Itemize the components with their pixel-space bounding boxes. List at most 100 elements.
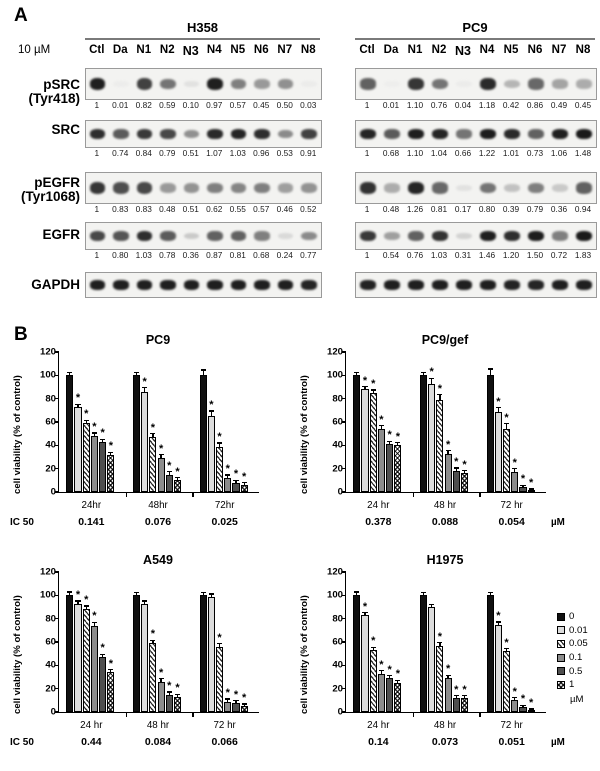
significance-star: *: [520, 473, 526, 486]
blot-band: [576, 79, 592, 89]
blot-band: [408, 231, 424, 241]
significance-star: *: [209, 399, 214, 411]
error-bar: [218, 644, 221, 647]
blot-band: [384, 81, 400, 87]
bar-24hr-1: [394, 445, 402, 492]
ic50-value-72hr: 0.054: [498, 516, 525, 528]
ic50-label: IC 50: [10, 517, 34, 528]
bar-72hr-1: [240, 485, 248, 492]
blot-band: [360, 230, 376, 242]
quantification-value: 0.84: [135, 148, 152, 158]
error-bar: [505, 424, 508, 429]
quantification-value: 0.55: [229, 204, 246, 214]
bar-24hr-0.01: [74, 603, 82, 712]
quantification-row-src-pc9: 1 0.68 1.10 1.04 0.66 1.22 1.01 0.73 1.06 1.48: [355, 148, 595, 158]
blot-band: [480, 128, 496, 140]
y-axis-label: cell viability (% of control): [299, 595, 310, 714]
error-bar: [110, 670, 112, 673]
blot-band: [183, 182, 200, 193]
lane-label-h358-n4: N4: [206, 44, 222, 56]
bar-24hr-0.1: [377, 429, 386, 492]
blot-image-gapdh-h358: [85, 272, 322, 298]
significance-star: *: [387, 663, 392, 676]
bar-48hr-1: [173, 696, 182, 712]
blot-row-label-src: SRC: [2, 123, 80, 137]
blot-band: [456, 81, 472, 87]
quantification-value: 1.07: [206, 148, 223, 158]
quantification-value: 0.62: [206, 204, 223, 214]
row-label-main: pSRC: [43, 77, 80, 92]
error-bar-cap: [216, 643, 223, 645]
bar-24hr-0.5: [99, 441, 107, 492]
bar-48hr-0.01: [428, 607, 436, 712]
error-bar: [235, 480, 237, 483]
ic50-value-48hr: 0.088: [431, 516, 459, 528]
blot-band: [113, 128, 129, 140]
error-bar-cap: [108, 451, 114, 453]
group-label-48hr: 48 hr: [433, 500, 457, 511]
legend-item-0-5: 0.5: [557, 664, 588, 678]
bar-24hr-0.5: [386, 444, 394, 492]
quantification-value: 1.01: [502, 148, 520, 158]
error-bar: [135, 373, 138, 376]
significance-star: *: [167, 459, 172, 472]
chart-h1975: H1975 cell viability (% of control) 0 20 40 6…: [0, 322, 600, 771]
error-bar-cap: [437, 641, 443, 644]
error-bar-cap: [67, 372, 73, 374]
group-separator: [125, 712, 128, 717]
error-bar-cap: [150, 639, 156, 641]
bar-48hr-0.1: [157, 681, 165, 712]
blot-band: [277, 129, 294, 139]
blot-image-src-pc9: [355, 120, 597, 148]
significance-star: *: [437, 630, 443, 643]
error-bar: [69, 592, 71, 596]
blot-row-label-pegfr: pEGFR (Tyr1068): [2, 176, 80, 204]
quantification-value: 0.76: [406, 250, 424, 260]
bar-72hr-1: [240, 706, 248, 712]
bar-24hr-0.5: [99, 657, 107, 712]
error-bar: [530, 709, 532, 711]
quantification-value: 1.22: [478, 148, 496, 158]
quantification-value: 1.04: [430, 148, 448, 158]
legend-label: 0.01: [569, 624, 588, 636]
quantification-row-egfr-h358: 1 0.80 1.03 0.78 0.36 0.87 0.81 0.68 0.24 0.77: [85, 250, 320, 260]
blot-band: [432, 182, 448, 194]
ic50-label: IC 50: [10, 737, 34, 748]
bar-48hr-0.5: [165, 474, 173, 492]
error-bar: [397, 443, 399, 446]
y-tick-label: 80: [45, 393, 56, 405]
blot-band: [301, 280, 317, 290]
chart-a549: A549 cell viability (% of control) 0 20 40 60…: [0, 322, 600, 771]
group-label-24hr: 24hr: [81, 500, 102, 511]
blot-band: [504, 128, 520, 140]
y-tick-mark: [55, 444, 59, 447]
y-tick-label: 60: [45, 416, 56, 428]
blot-image-pegfr-h358: [85, 172, 322, 204]
quantification-value: 0.76: [430, 100, 448, 110]
group-separator: [192, 492, 194, 497]
blot-band: [552, 79, 568, 89]
lane-label-h358-ctl: Ctl: [89, 44, 105, 56]
error-bar: [505, 649, 508, 652]
significance-star: *: [175, 465, 180, 478]
bar-48hr-1: [460, 698, 469, 712]
significance-star: *: [75, 589, 81, 602]
error-bar: [110, 452, 112, 455]
blot-band: [408, 280, 424, 290]
error-bar: [431, 605, 433, 607]
error-bar-cap: [387, 440, 393, 442]
y-tick-label: 40: [332, 439, 343, 451]
error-bar: [522, 485, 524, 488]
quantification-value: 0.68: [382, 148, 400, 158]
blot-band: [576, 182, 592, 194]
error-bar-cap: [512, 468, 518, 470]
error-bar: [364, 387, 366, 390]
quantification-row-egfr-pc9: 1 0.54 0.76 1.03 0.31 1.46 1.20 1.50 0.72 1.83: [355, 250, 595, 260]
blot-band: [384, 183, 400, 193]
y-tick-mark: [55, 711, 59, 713]
y-tick-mark: [342, 617, 346, 620]
row-label-sub: (Tyr418): [28, 90, 80, 106]
y-tick-label: 120: [326, 346, 343, 358]
significance-star: *: [217, 631, 222, 644]
blot-band: [230, 182, 247, 194]
